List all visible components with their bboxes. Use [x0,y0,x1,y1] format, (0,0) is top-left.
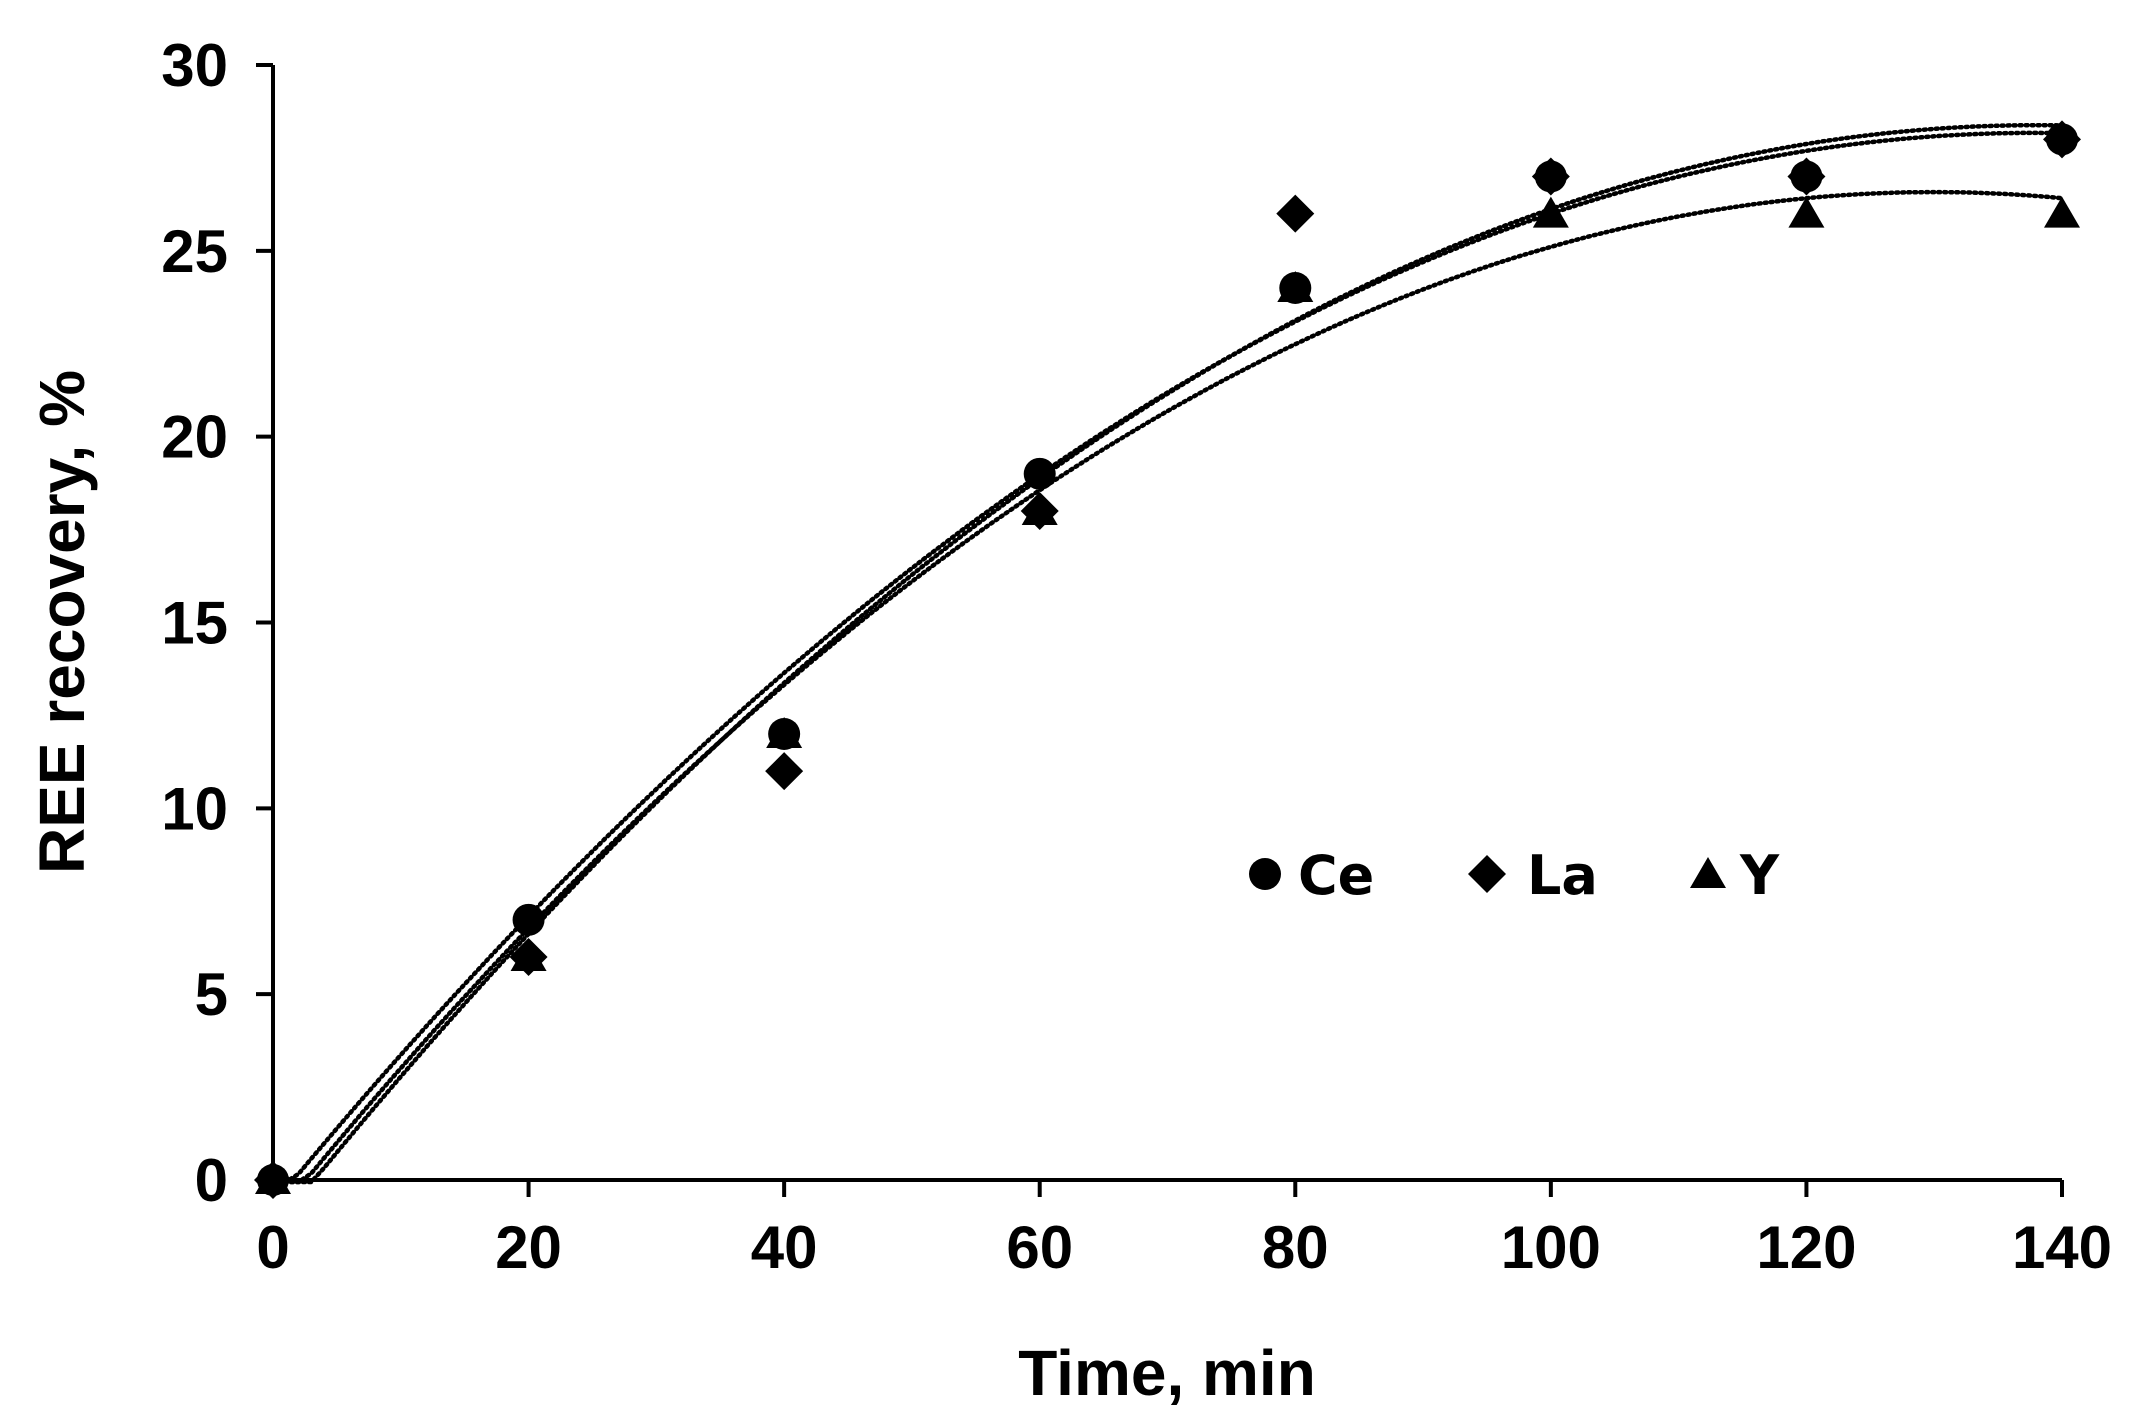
x-tick-label: 60 [1006,1214,1073,1281]
legend-label-la: La [1527,844,1598,907]
x-tick-label: 0 [256,1214,289,1281]
y-axis-title: REE recovery, % [26,370,98,874]
legend-marker-la [1468,855,1506,893]
ticks: 0 5 10 15 20 25 30 0 20 40 60 80 100 120 140 [161,32,2112,1281]
data-point-la [1787,157,1826,196]
y-tick-label: 20 [161,404,228,471]
data-point-la [1276,194,1315,233]
data-point-y [2044,196,2080,228]
trendlines [270,122,2065,1185]
data-point-la [765,752,804,791]
y-tick-label: 25 [161,218,228,285]
y-tick-label: 10 [161,775,228,842]
data-point-y [255,1163,291,1194]
x-axis-title: Time, min [1018,1337,1316,1409]
trendline-ce [270,130,2065,1185]
data-point-y [1532,196,1569,228]
x-tick-label: 20 [495,1214,562,1281]
data-point-y [1788,196,1825,228]
data-point-la [1531,157,1570,196]
axes [271,65,2062,1182]
x-tick-label: 80 [1262,1214,1329,1281]
y-tick-label: 0 [195,1147,228,1214]
legend: Ce La Y [1249,844,1780,907]
data-point-y [510,940,547,971]
trendline-la [270,122,2065,1185]
trendline-y [270,189,2065,1185]
y-tick-label: 15 [161,590,228,657]
legend-marker-y [1690,857,1726,888]
x-tick-label: 140 [2012,1214,2112,1281]
legend-label-y: Y [1739,844,1780,907]
y-tick-label: 30 [161,32,228,99]
y-tick-label: 5 [195,961,228,1028]
data-point-ce [512,903,545,936]
data-points [254,120,2081,1199]
legend-label-ce: Ce [1298,844,1374,907]
x-tick-label: 120 [1756,1214,1856,1281]
data-point-y [1021,494,1058,525]
data-point-y [766,717,803,748]
x-tick-label: 40 [751,1214,818,1281]
x-tick-label: 100 [1501,1214,1601,1281]
data-point-la [2043,120,2081,159]
data-point-y [1277,271,1314,302]
data-point-ce [1023,457,1056,490]
legend-marker-ce [1249,858,1281,890]
